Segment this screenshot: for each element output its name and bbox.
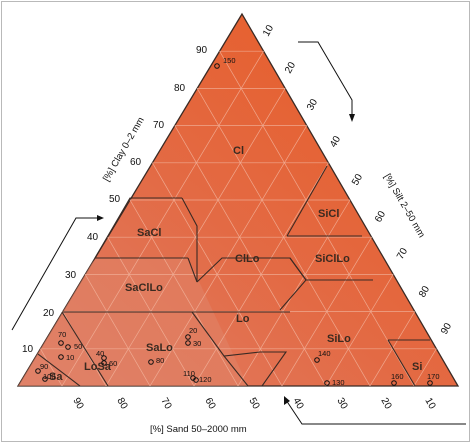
grid-line <box>369 311 416 387</box>
sand-tick-90: 90 <box>70 396 85 412</box>
silt-tick-70: 70 <box>395 246 410 262</box>
svg-text:60: 60 <box>109 359 117 368</box>
grid-line <box>149 125 308 387</box>
silt-axis-ticks: 10 20 30 40 50 60 70 80 90 <box>261 23 454 337</box>
sand-direction-arrow <box>284 396 466 425</box>
clay-tick-40: 40 <box>87 232 99 243</box>
svg-text:90: 90 <box>40 362 48 371</box>
sand-axis-ticks: 90 80 70 60 50 40 30 20 10 <box>70 396 437 412</box>
sample-points: 150 70 50 10 90 100 40 60 80 20 30 110 1… <box>35 56 440 387</box>
silt-direction-arrow <box>298 41 355 122</box>
svg-text:160: 160 <box>391 372 404 381</box>
zone-label-si: Si <box>412 361 422 373</box>
sand-tick-30: 30 <box>334 396 349 412</box>
zone-label-lo: Lo <box>236 313 250 325</box>
silt-tick-30: 30 <box>305 97 320 113</box>
silt-tick-80: 80 <box>417 284 432 300</box>
sample-10: 10 <box>58 353 74 362</box>
sample-130: 130 <box>324 378 345 387</box>
svg-text:80: 80 <box>156 356 164 365</box>
sample-80: 80 <box>148 356 164 365</box>
grid-line <box>174 125 327 387</box>
clay-tick-60: 60 <box>130 157 142 168</box>
silt-tick-20: 20 <box>283 60 298 76</box>
grid-line <box>219 51 415 387</box>
sample-30: 30 <box>185 339 201 348</box>
sand-tick-40: 40 <box>290 396 305 412</box>
zone-label-sacl: SaCl <box>137 227 161 239</box>
clay-tick-20: 20 <box>43 308 55 319</box>
sand-tick-70: 70 <box>158 396 173 412</box>
clay-tick-90: 90 <box>196 45 208 56</box>
sand-tick-80: 80 <box>114 396 129 412</box>
sample-150: 150 <box>214 56 236 69</box>
sample-140: 140 <box>314 349 331 363</box>
sample-120: 120 <box>193 375 212 384</box>
svg-text:130: 130 <box>332 378 345 387</box>
sand-region-shade <box>18 258 248 386</box>
sand-tick-10: 10 <box>422 396 437 412</box>
grid-line <box>40 348 63 387</box>
svg-text:120: 120 <box>199 375 212 384</box>
svg-text:140: 140 <box>318 349 331 358</box>
sample-90: 90 <box>35 362 48 374</box>
zone-label-cllo: ClLo <box>235 253 260 265</box>
grid-line <box>413 348 437 387</box>
zone-label-sacllo: SaClLo <box>125 282 163 294</box>
clay-direction-arrow <box>11 215 104 331</box>
class-boundaries <box>37 165 430 387</box>
sand-tick-60: 60 <box>202 396 217 412</box>
grid-line <box>281 237 372 387</box>
sample-70: 70 <box>58 330 66 346</box>
clay-tick-50: 50 <box>109 194 121 205</box>
svg-text:20: 20 <box>189 326 197 335</box>
clay-axis-ticks: 10 20 30 40 50 60 70 80 90 <box>22 45 208 355</box>
sample-20: 20 <box>185 326 197 340</box>
svg-text:50: 50 <box>74 342 82 351</box>
silt-tick-40: 40 <box>328 134 343 150</box>
svg-text:100: 100 <box>43 372 56 381</box>
svg-text:40: 40 <box>96 349 104 358</box>
sand-tick-50: 50 <box>246 396 261 412</box>
zone-label-cl: Cl <box>233 145 244 157</box>
sand-tick-20: 20 <box>378 396 393 412</box>
clay-tick-70: 70 <box>153 120 165 131</box>
grid-line <box>84 274 151 387</box>
svg-text:110: 110 <box>183 369 195 378</box>
svg-text:10: 10 <box>66 353 74 362</box>
silt-tick-60: 60 <box>373 209 388 225</box>
clay-tick-80: 80 <box>174 83 186 94</box>
zone-label-silo: SiLo <box>327 333 351 345</box>
sample-100: 100 <box>42 372 56 382</box>
clay-tick-30: 30 <box>65 270 77 281</box>
grid-line <box>325 274 394 387</box>
sand-axis-title: [%] Sand 50–2000 mm <box>150 424 247 435</box>
grid-line <box>129 199 239 387</box>
silt-tick-10: 10 <box>261 23 276 39</box>
zone-label-losa: LoSa <box>84 361 112 373</box>
silt-axis-title: [%] Silt 2–50 mm <box>381 172 426 240</box>
zone-label-sicl: SiCl <box>318 208 339 220</box>
silt-tick-90: 90 <box>439 321 454 337</box>
zone-label-sa: Sa <box>49 371 63 383</box>
zone-label-salo: SaLo <box>146 342 173 354</box>
sample-160: 160 <box>391 372 404 386</box>
svg-text:170: 170 <box>427 372 440 381</box>
svg-text:30: 30 <box>193 339 201 348</box>
grid-line <box>61 51 264 387</box>
clay-tick-10: 10 <box>22 344 34 355</box>
sample-50: 50 <box>65 342 82 351</box>
sample-170: 170 <box>427 372 440 386</box>
zone-label-sicllo: SiClLo <box>315 253 350 265</box>
sample-60: 60 <box>101 359 117 368</box>
grid-line <box>237 199 351 387</box>
svg-text:70: 70 <box>58 330 66 339</box>
clay-axis-title: [%] Clay 0–2 mm <box>101 115 147 183</box>
svg-text:150: 150 <box>223 56 236 65</box>
silt-tick-50: 50 <box>350 172 365 188</box>
